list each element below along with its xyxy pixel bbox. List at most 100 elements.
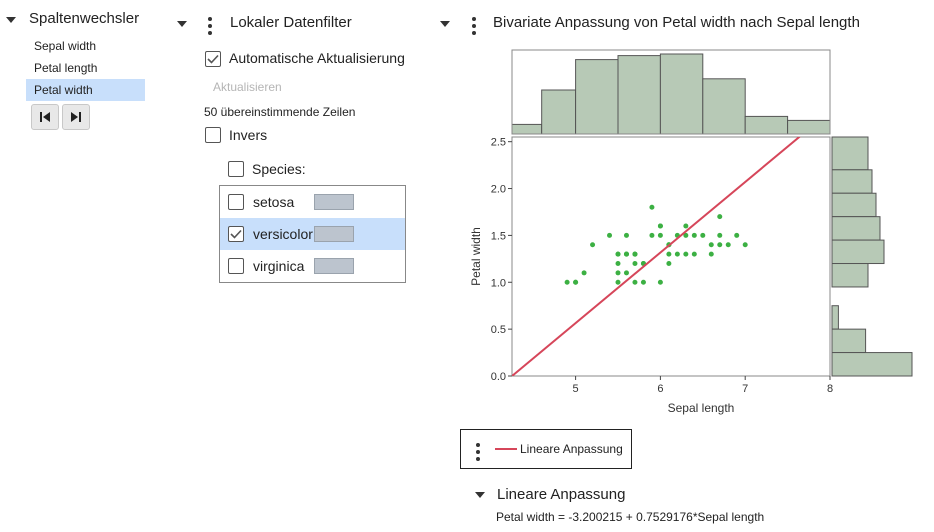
y-tick-label: 1.5 bbox=[491, 230, 506, 242]
skip-next-icon bbox=[71, 112, 81, 122]
collapse-column-switcher-icon[interactable] bbox=[6, 17, 16, 23]
data-point bbox=[674, 251, 680, 257]
y-axis-label: Petal width bbox=[469, 227, 483, 286]
data-point bbox=[691, 251, 697, 257]
y-tick-label: 2.5 bbox=[491, 137, 506, 149]
data-point bbox=[564, 279, 570, 285]
x-tick-label: 8 bbox=[827, 383, 833, 395]
x-tick-label: 7 bbox=[742, 383, 748, 395]
collapse-data-filter-icon[interactable] bbox=[177, 21, 187, 27]
species-versicolor-label: versicolor bbox=[253, 226, 313, 242]
fit-equation: Petal width = -3.200215 + 0.7529176*Sepa… bbox=[496, 510, 765, 524]
data-point bbox=[623, 270, 629, 276]
data-point bbox=[649, 204, 655, 210]
species-row-virginica[interactable]: virginica bbox=[220, 250, 405, 282]
data-point bbox=[683, 251, 689, 257]
species-row-versicolor[interactable]: versicolor bbox=[220, 218, 405, 250]
data-point bbox=[657, 223, 663, 229]
data-point bbox=[573, 279, 579, 285]
data-filter-menu-icon[interactable] bbox=[208, 17, 212, 35]
collapse-bivariate-icon[interactable] bbox=[440, 21, 450, 27]
update-button[interactable]: Aktualisieren bbox=[213, 80, 282, 94]
checkmark-icon bbox=[207, 54, 219, 64]
species-virginica-checkbox[interactable] bbox=[228, 258, 244, 274]
legend-box: Lineare Anpassung bbox=[460, 429, 632, 469]
data-point bbox=[683, 223, 689, 229]
species-all-checkbox[interactable] bbox=[228, 161, 244, 177]
legend-menu-icon[interactable] bbox=[476, 443, 480, 461]
top-histogram-bar bbox=[787, 119, 831, 135]
column-item-petal-length[interactable]: Petal length bbox=[26, 57, 145, 79]
data-point bbox=[615, 270, 621, 276]
top-histogram-bar bbox=[617, 55, 661, 135]
data-point bbox=[632, 279, 638, 285]
data-point bbox=[607, 232, 613, 238]
top-histogram-frame bbox=[511, 49, 831, 135]
data-point bbox=[725, 242, 731, 248]
x-tick-label: 5 bbox=[573, 383, 579, 395]
column-item-label: Sepal width bbox=[34, 39, 97, 53]
legend-label: Lineare Anpassung bbox=[520, 442, 623, 456]
right-histogram-bar bbox=[831, 352, 913, 377]
bivariate-menu-icon[interactable] bbox=[472, 17, 476, 35]
next-column-button[interactable] bbox=[62, 104, 90, 130]
top-histogram-bar bbox=[575, 59, 619, 135]
species-filter-list: setosa versicolor virginica bbox=[219, 185, 406, 283]
bivariate-title: Bivariate Anpassung von Petal width nach… bbox=[493, 14, 860, 31]
top-histogram-bar bbox=[541, 89, 577, 135]
linear-fit-title: Lineare Anpassung bbox=[497, 486, 626, 503]
auto-update-checkbox[interactable] bbox=[205, 51, 221, 67]
legend-line-swatch bbox=[495, 448, 517, 450]
bivariate-plot: 5 6 7 8 0.0 0.5 1.0 1.5 2.0 2.5 Sepal length Petal … bbox=[469, 49, 913, 415]
data-point bbox=[632, 251, 638, 257]
right-histogram-bar bbox=[831, 169, 873, 194]
previous-column-button[interactable] bbox=[31, 104, 59, 130]
plot-area-frame bbox=[511, 136, 831, 377]
y-tick-label: 2.0 bbox=[491, 184, 506, 196]
collapse-linear-fit-icon[interactable] bbox=[475, 492, 485, 498]
species-setosa-checkbox[interactable] bbox=[228, 194, 244, 210]
data-point bbox=[708, 242, 714, 248]
right-histogram-bar bbox=[831, 239, 885, 265]
column-item-petal-width[interactable]: Petal width bbox=[26, 79, 145, 101]
data-point bbox=[581, 270, 587, 276]
data-point bbox=[683, 232, 689, 238]
auto-update-label: Automatische Aktualisierung bbox=[229, 50, 405, 66]
column-item-label: Petal width bbox=[34, 83, 93, 97]
species-versicolor-swatch bbox=[314, 226, 354, 242]
column-item-sepal-width[interactable]: Sepal width bbox=[26, 35, 145, 57]
column-switcher-title: Spaltenwechsler bbox=[29, 10, 140, 27]
data-point bbox=[590, 242, 596, 248]
data-point bbox=[742, 242, 748, 248]
data-point bbox=[666, 251, 672, 257]
fit-line bbox=[512, 137, 801, 376]
data-point bbox=[657, 232, 663, 238]
species-versicolor-checkbox[interactable] bbox=[228, 226, 244, 242]
data-point bbox=[691, 232, 697, 238]
x-tick-label: 6 bbox=[657, 383, 663, 395]
data-point bbox=[615, 251, 621, 257]
right-histogram-bar bbox=[831, 192, 877, 218]
species-row-setosa[interactable]: setosa bbox=[220, 186, 405, 218]
top-histogram-bar bbox=[702, 78, 746, 135]
species-virginica-swatch bbox=[314, 258, 354, 274]
data-filter-title: Lokaler Datenfilter bbox=[230, 14, 352, 31]
y-tick-label: 1.0 bbox=[491, 277, 506, 289]
x-axis-label: Sepal length bbox=[668, 401, 735, 415]
data-point bbox=[657, 279, 663, 285]
skip-previous-icon bbox=[40, 112, 50, 122]
top-histogram-bar bbox=[659, 53, 704, 135]
data-point bbox=[640, 279, 646, 285]
right-histogram-bar bbox=[831, 328, 867, 354]
data-point bbox=[615, 261, 621, 267]
invert-label: Invers bbox=[229, 127, 268, 143]
invert-checkbox[interactable] bbox=[205, 127, 221, 143]
y-tick-label: 0.0 bbox=[491, 371, 506, 383]
data-point bbox=[700, 232, 706, 238]
right-histogram-bar bbox=[831, 216, 881, 241]
data-point bbox=[632, 261, 638, 267]
data-point bbox=[708, 251, 714, 257]
y-tick-label: 0.5 bbox=[491, 324, 506, 336]
data-point bbox=[615, 279, 621, 285]
species-label: Species: bbox=[252, 161, 306, 177]
